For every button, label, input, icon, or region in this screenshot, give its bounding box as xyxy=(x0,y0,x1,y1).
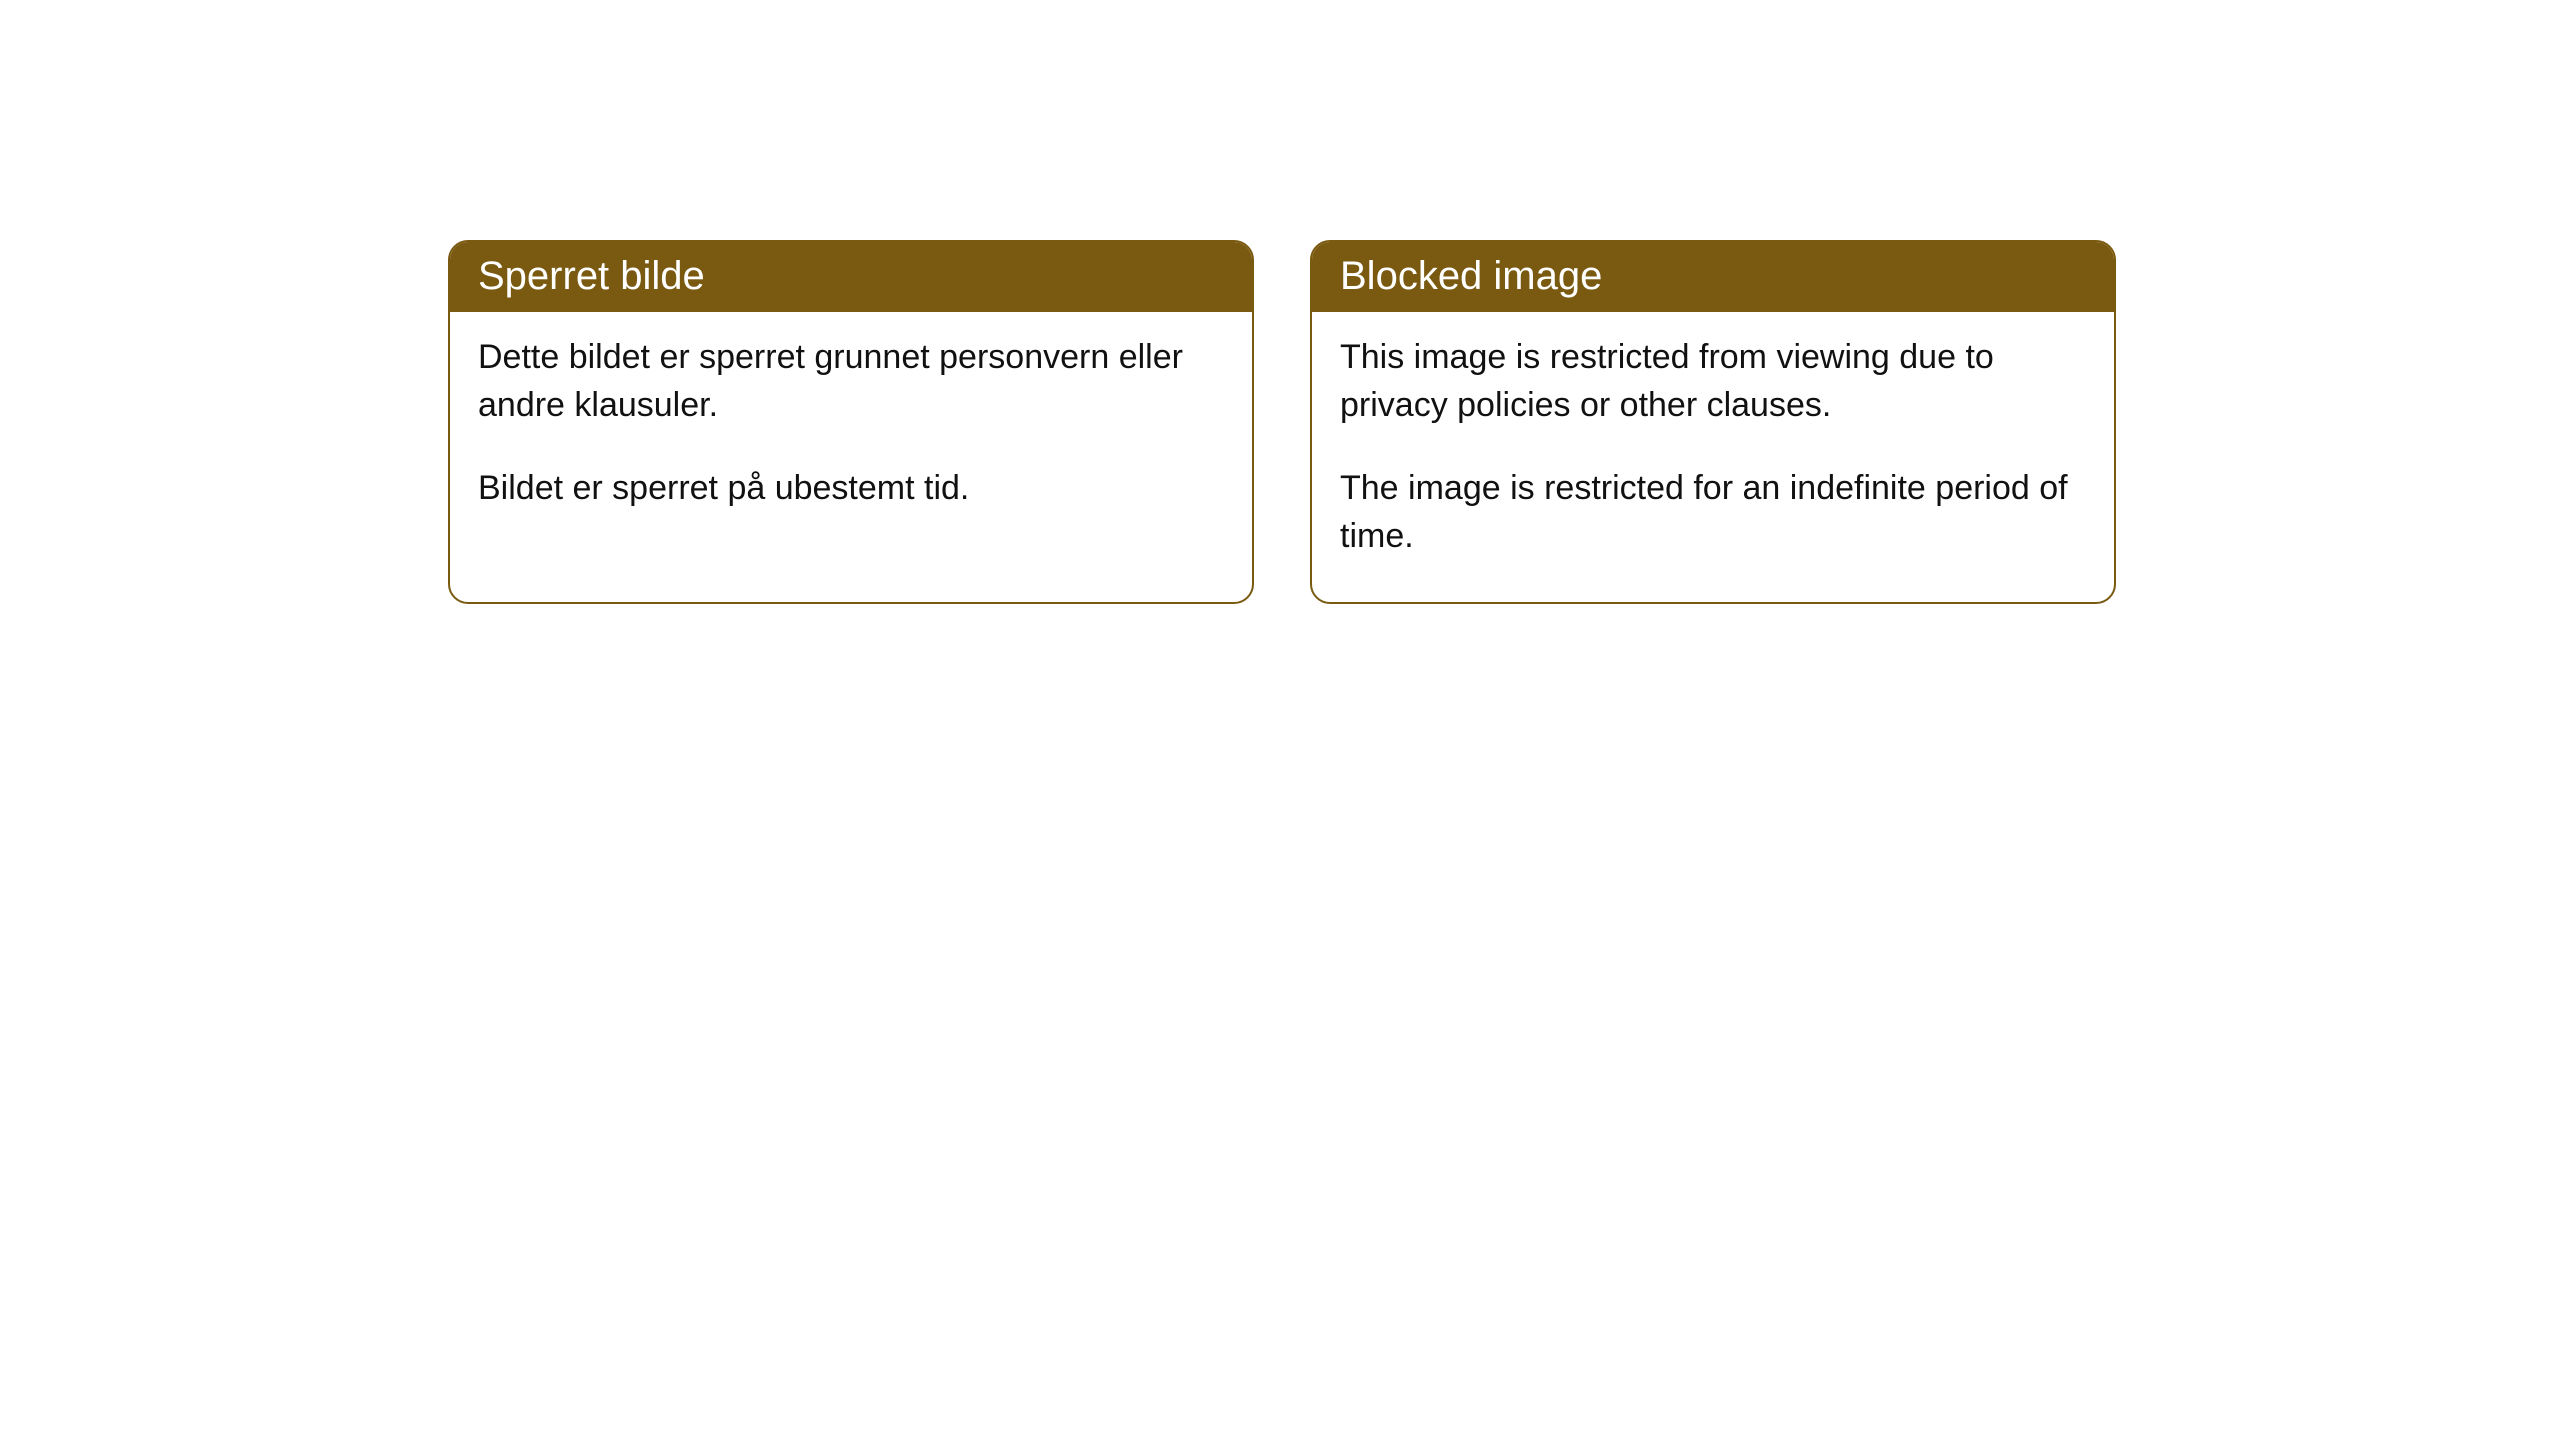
card-body: Dette bildet er sperret grunnet personve… xyxy=(450,312,1252,555)
card-header: Sperret bilde xyxy=(450,242,1252,312)
card-header: Blocked image xyxy=(1312,242,2114,312)
card-body: This image is restricted from viewing du… xyxy=(1312,312,2114,602)
notice-cards-container: Sperret bilde Dette bildet er sperret gr… xyxy=(448,240,2560,604)
card-title: Sperret bilde xyxy=(478,254,705,298)
card-title: Blocked image xyxy=(1340,254,1602,298)
card-paragraph: Bildet er sperret på ubestemt tid. xyxy=(478,465,1224,513)
card-paragraph: This image is restricted from viewing du… xyxy=(1340,334,2086,429)
notice-card-english: Blocked image This image is restricted f… xyxy=(1310,240,2116,604)
notice-card-norwegian: Sperret bilde Dette bildet er sperret gr… xyxy=(448,240,1254,604)
card-paragraph: Dette bildet er sperret grunnet personve… xyxy=(478,334,1224,429)
card-paragraph: The image is restricted for an indefinit… xyxy=(1340,465,2086,560)
